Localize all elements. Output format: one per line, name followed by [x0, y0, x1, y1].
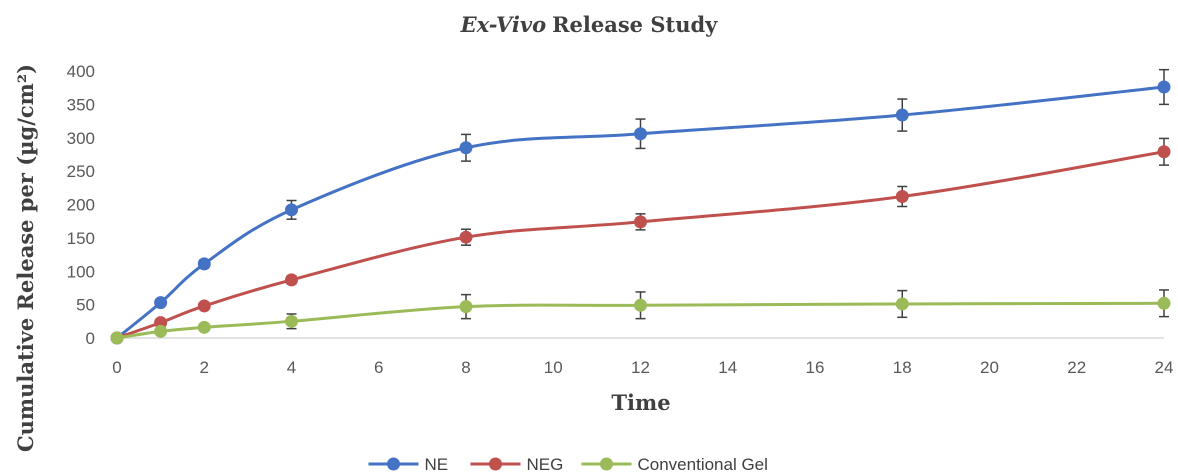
y-tick-label: 100	[67, 262, 95, 281]
x-tick-label: 16	[806, 358, 825, 377]
legend-label: Conventional Gel	[638, 455, 768, 474]
series-conventional-gel	[110, 289, 1171, 345]
y-axis-label: Cumulative Release per (µg/cm²)	[13, 64, 38, 452]
x-tick-label: 12	[631, 358, 650, 377]
series-line	[116, 301, 1165, 340]
data-point	[197, 257, 211, 271]
y-tick-label: 400	[67, 62, 95, 81]
data-point	[459, 141, 473, 155]
data-point	[154, 324, 168, 338]
legend-item: Conventional Gel	[581, 455, 768, 474]
data-point	[285, 273, 298, 287]
x-tick-label: 2	[200, 358, 209, 377]
y-tick-label: 150	[67, 229, 95, 248]
data-point	[285, 203, 298, 217]
data-point	[154, 296, 168, 310]
data-point	[634, 127, 647, 141]
data-point	[197, 320, 211, 334]
data-point	[895, 108, 909, 122]
y-tick-label: 50	[76, 296, 95, 315]
x-tick-label: 24	[1155, 358, 1174, 377]
x-tick-label: 22	[1067, 358, 1086, 377]
legend-item: NEG	[470, 455, 564, 474]
data-point	[459, 300, 473, 314]
data-point	[197, 299, 211, 313]
y-tick-label: 300	[67, 129, 95, 148]
x-tick-label: 14	[718, 358, 737, 377]
legend: NE NEG Conventional Gel	[368, 455, 768, 474]
x-tick-label: 10	[544, 358, 563, 377]
series-line	[116, 85, 1165, 340]
data-point	[634, 215, 647, 229]
y-tick-label: 250	[67, 162, 95, 181]
legend-marker	[387, 457, 400, 471]
data-point	[634, 298, 647, 312]
legend-label: NE	[425, 455, 449, 474]
x-tick-label: 0	[112, 358, 121, 377]
chart-title-text: Release Study	[552, 12, 718, 37]
legend-marker	[489, 457, 502, 471]
y-ticks: 0 50 100 150 200 250 300 350 400	[67, 62, 95, 348]
x-axis-label: Time	[611, 390, 670, 415]
data-point	[1157, 145, 1171, 159]
chart-title: Ex-Vivo Release Study	[460, 12, 719, 37]
data-point	[459, 230, 473, 244]
x-tick-label: 20	[980, 358, 999, 377]
data-point	[895, 297, 909, 311]
chart-title-prefix: Ex-Vivo	[460, 12, 546, 37]
y-tick-label: 200	[67, 196, 95, 215]
x-tick-label: 18	[893, 358, 912, 377]
x-tick-label: 8	[461, 358, 470, 377]
data-point	[1157, 80, 1171, 94]
x-tick-label: 4	[287, 358, 296, 377]
plot-area	[110, 68, 1171, 345]
legend-marker	[600, 457, 613, 471]
data-point	[1157, 296, 1171, 310]
legend-label: NEG	[527, 455, 564, 474]
y-tick-label: 0	[86, 329, 95, 348]
series-line	[116, 150, 1165, 340]
x-tick-label: 6	[374, 358, 383, 377]
data-point	[285, 314, 298, 328]
data-point	[895, 189, 909, 203]
legend-item: NE	[368, 455, 449, 474]
x-ticks: 0 2 4 6 8 10 12 14 16 18 20 22 24	[112, 358, 1173, 377]
y-tick-label: 350	[67, 95, 95, 114]
data-point	[110, 331, 124, 345]
